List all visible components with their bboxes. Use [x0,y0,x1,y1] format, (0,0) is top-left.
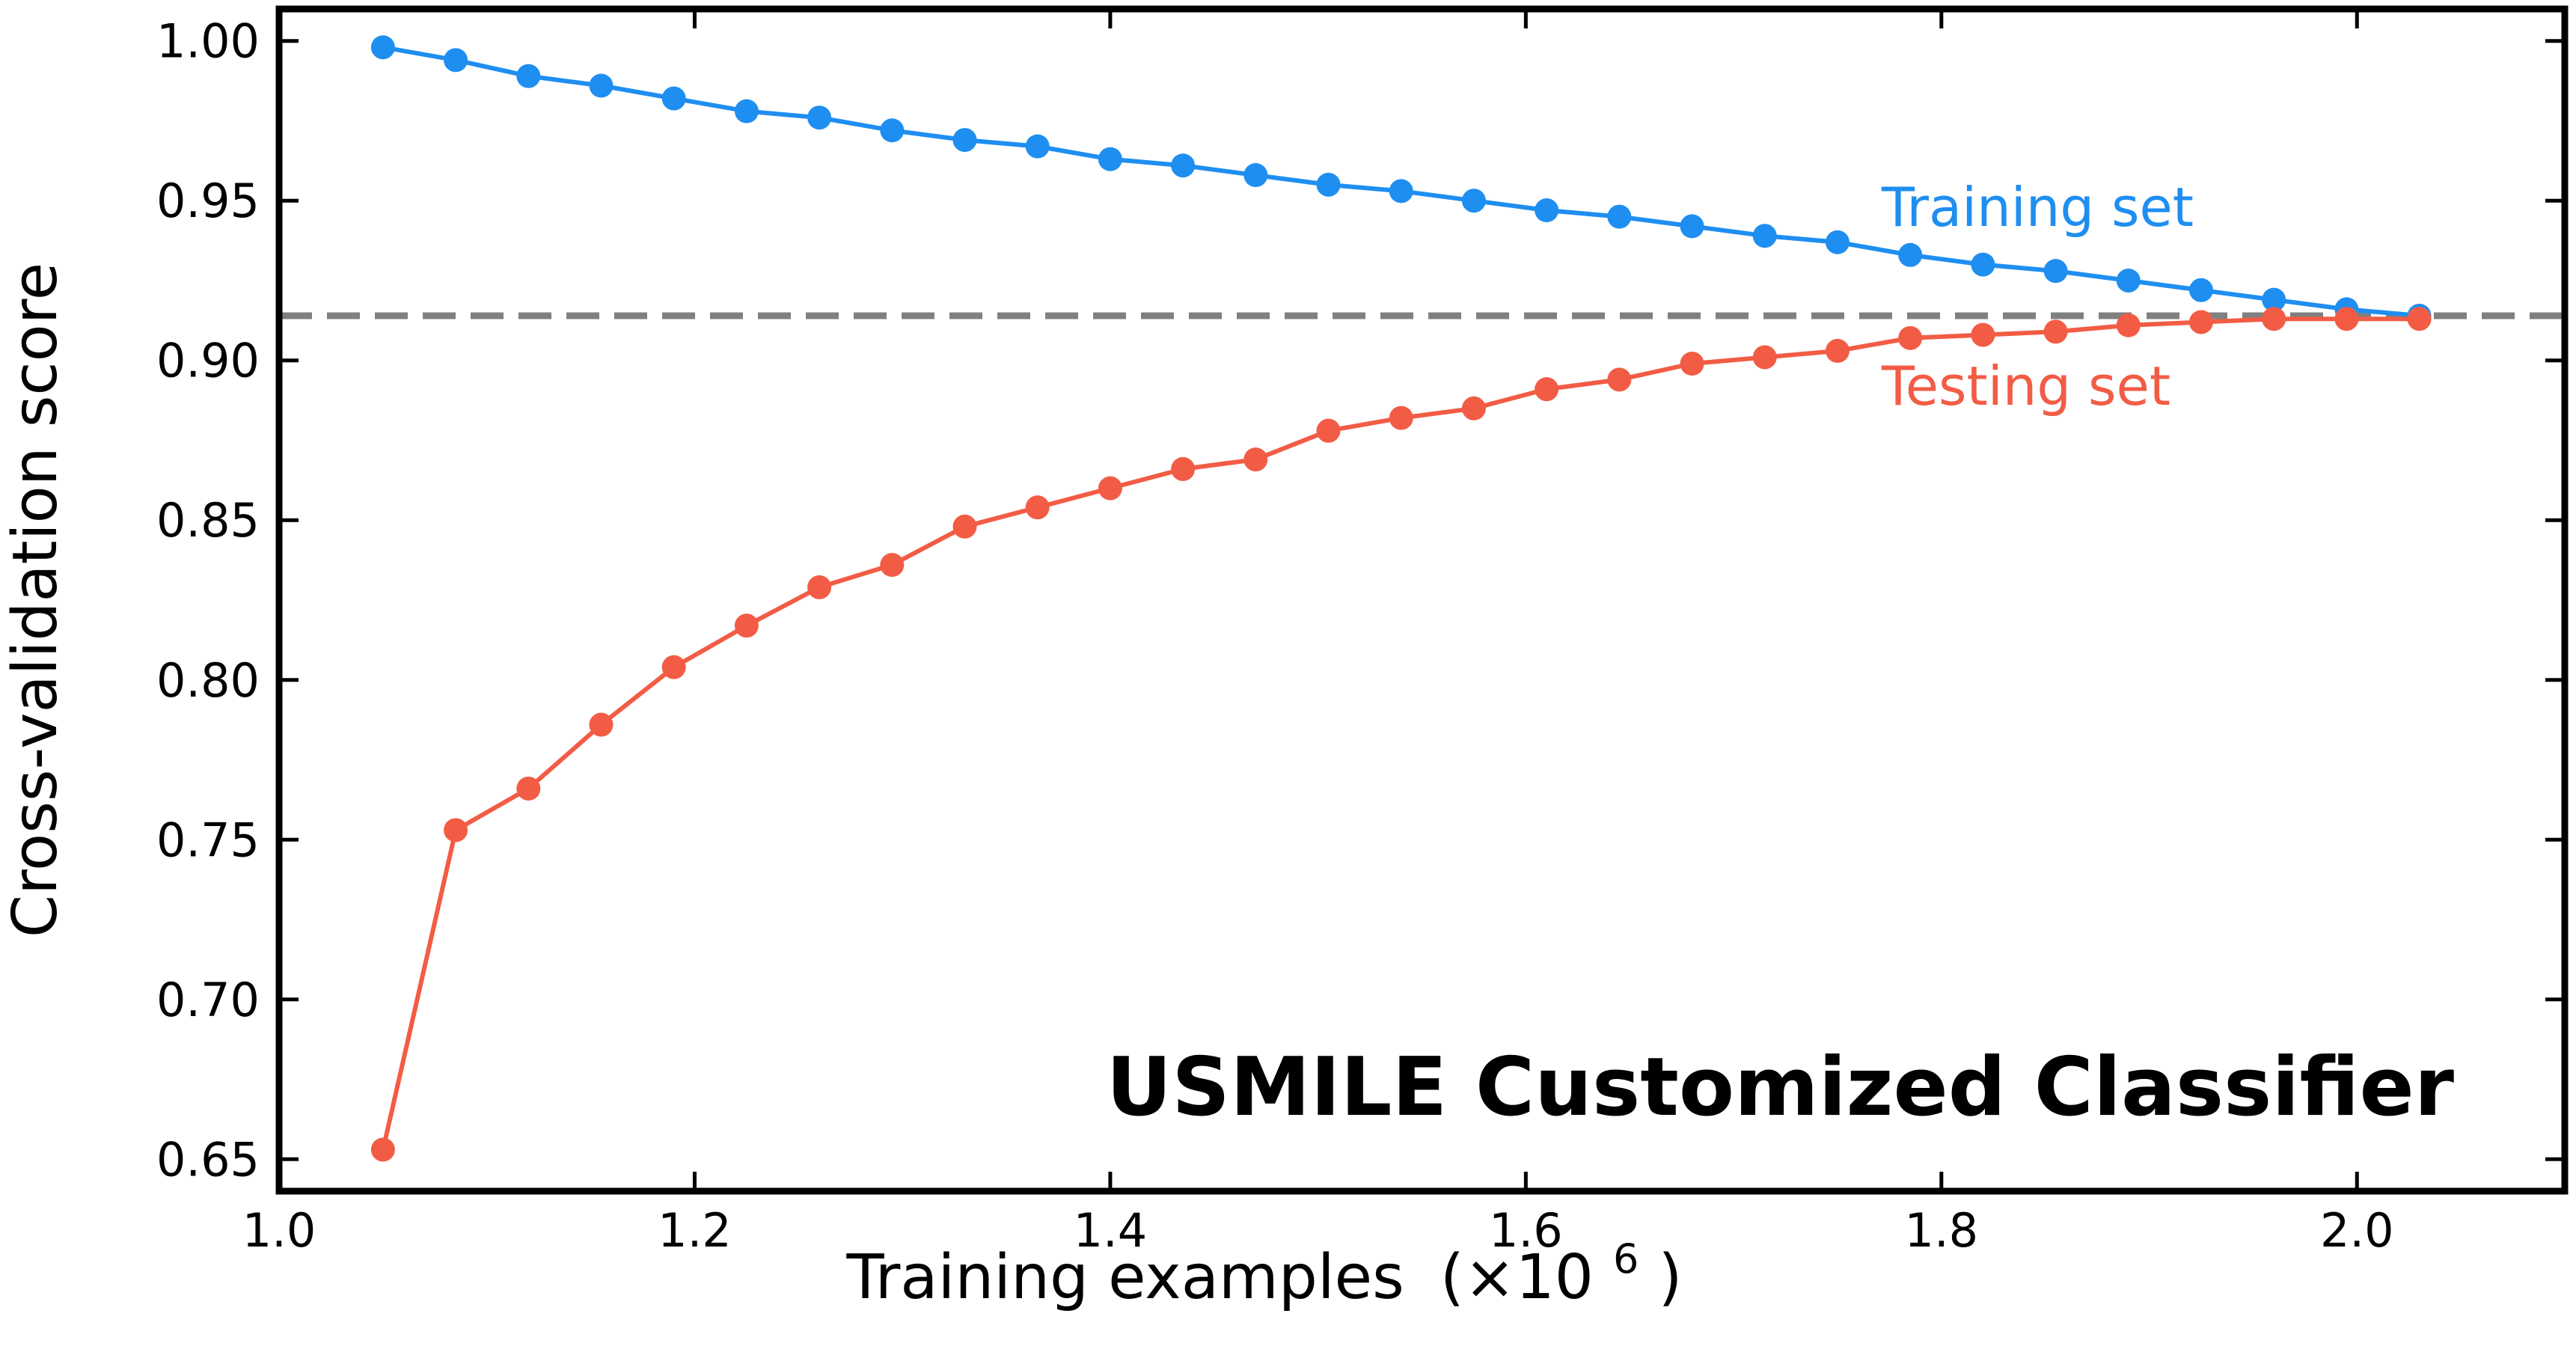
data-point-training-set [1971,252,1995,277]
data-point-training-set [516,64,541,88]
data-point-testing-set [1825,338,1850,363]
data-point-testing-set [2116,313,2141,337]
data-point-testing-set [807,575,832,599]
data-point-training-set [1316,172,1341,197]
data-point-training-set [589,73,614,98]
data-point-testing-set [1680,352,1704,376]
x-tick-label: 1.8 [1905,1203,1979,1258]
data-point-testing-set [444,818,468,842]
data-point-training-set [1243,163,1268,188]
data-point-testing-set [1607,367,1632,392]
x-tick-label: 1.4 [1074,1203,1148,1258]
y-tick-label: 0.80 [156,653,260,708]
data-point-training-set [807,105,832,130]
x-axis-title-exponent: 6 [1613,1235,1639,1282]
data-point-testing-set [2188,310,2213,334]
data-point-testing-set [370,1137,395,1162]
data-point-testing-set [1752,345,1777,370]
data-point-training-set [1535,198,1559,223]
data-point-training-set [952,128,977,153]
data-point-testing-set [2334,307,2359,331]
data-point-training-set [2188,278,2213,302]
data-point-testing-set [2407,307,2432,331]
data-point-testing-set [1316,418,1341,443]
data-point-training-set [2262,287,2286,312]
x-axis-title-text: Training examples [846,1242,1404,1313]
series-layer [370,35,2432,1162]
data-point-training-set [1825,230,1850,254]
data-point-testing-set [1025,495,1050,520]
y-tick-label: 0.70 [156,973,260,1027]
data-point-training-set [1025,134,1050,159]
y-tick-label: 0.75 [156,813,260,867]
data-point-training-set [1898,242,1923,267]
data-point-training-set [2116,268,2141,293]
x-tick-label: 1.6 [1489,1203,1563,1258]
y-tick-label: 0.90 [156,334,260,388]
data-point-training-set [370,35,395,60]
data-point-testing-set [1461,396,1486,420]
data-point-training-set [661,86,686,111]
series-label-training-set: Training set [1881,176,2194,239]
data-point-testing-set [1971,322,1995,347]
y-tick-label: 0.95 [156,174,260,228]
data-point-testing-set [1389,406,1413,430]
data-point-training-set [444,48,468,73]
data-point-testing-set [952,514,977,539]
data-point-training-set [1461,189,1486,213]
data-point-testing-set [2043,319,2068,344]
data-point-training-set [1607,204,1632,229]
data-point-training-set [2043,259,2068,284]
data-point-testing-set [661,655,686,679]
y-tick-label: 0.65 [156,1132,260,1187]
x-axis-title-close: ) [1658,1242,1682,1313]
series-label-testing-set: Testing set [1881,355,2170,418]
data-point-testing-set [1098,476,1122,501]
series-label-layer: Training set Testing set [1881,176,2194,418]
data-point-testing-set [1898,325,1923,350]
series-training-set [370,35,2432,328]
data-point-training-set [1171,153,1196,178]
plot-frame [275,5,2569,1195]
data-point-testing-set [516,776,541,801]
data-point-testing-set [1535,377,1559,402]
x-tick-label: 1.0 [242,1203,316,1258]
data-point-testing-set [880,553,905,578]
x-axis-title-unit: (×10 [1440,1242,1594,1313]
data-point-training-set [1389,179,1413,204]
x-tick-label: 2.0 [2320,1203,2394,1258]
y-axis-title: Cross-validation score [0,263,71,938]
data-point-testing-set [1171,456,1196,481]
panel-title: USMILE Customized Classifier [1107,1041,2454,1134]
y-tick-label: 1.00 [156,14,260,69]
data-point-testing-set [2262,307,2286,331]
y-tick-label: 0.85 [156,493,260,548]
x-axis-title: Training examples (×10 6 ) [846,1217,1683,1313]
data-point-testing-set [734,614,759,638]
data-point-training-set [1680,214,1704,239]
series-testing-set [370,307,2432,1162]
data-point-training-set [734,99,759,123]
data-point-training-set [1752,224,1777,248]
data-point-training-set [1098,147,1122,171]
data-point-testing-set [1243,447,1268,472]
data-point-testing-set [589,712,614,737]
x-tick-label: 1.2 [658,1203,732,1258]
data-point-training-set [880,118,905,143]
